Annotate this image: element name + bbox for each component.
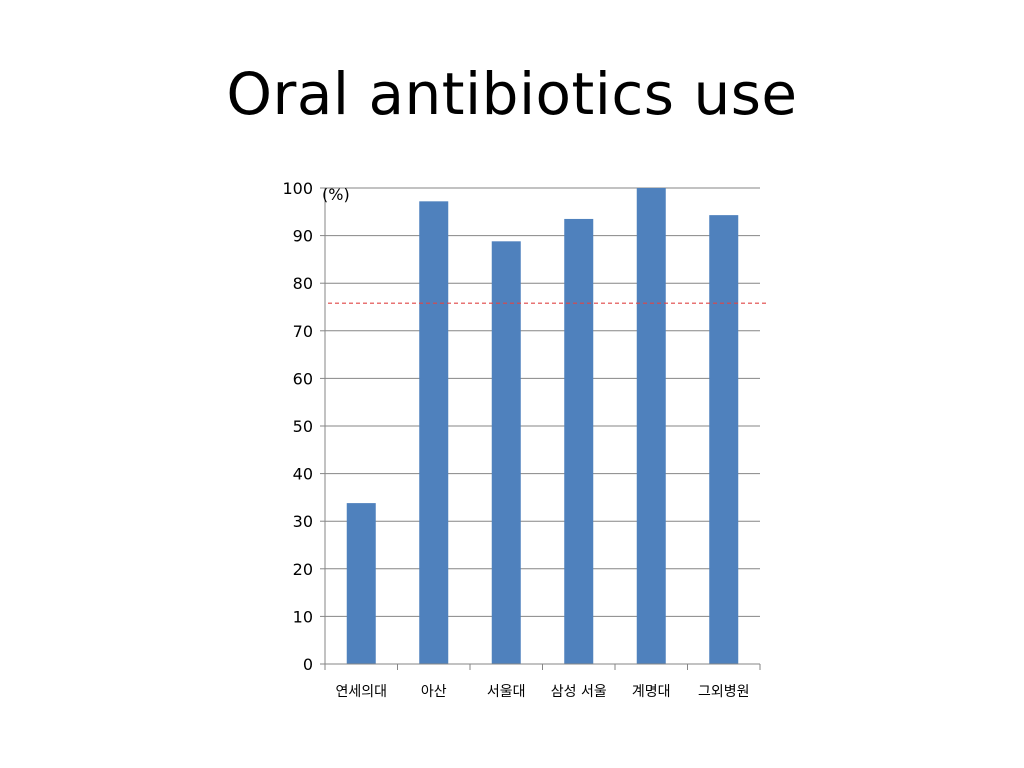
- y-tick-label: 10: [293, 607, 313, 626]
- y-tick-label: 80: [293, 274, 313, 293]
- x-category-label: 연세의대: [335, 684, 387, 700]
- x-category-label: 서울대: [487, 684, 526, 700]
- bar-1: [346, 503, 376, 664]
- y-tick-label: 60: [293, 369, 313, 388]
- x-category-label: 계명대: [632, 684, 671, 700]
- y-tick-label: 70: [293, 322, 313, 341]
- bar-2: [419, 201, 449, 664]
- y-tick-label: 0: [303, 655, 313, 674]
- labels: 0 10 20 30 40 50 60 70 80 90 100 연세의대 아산 서울대 삼성 서울 계명대 그…: [282, 179, 749, 700]
- bar-3: [491, 241, 521, 664]
- bar-5: [636, 188, 666, 664]
- y-tick-label: 30: [293, 512, 313, 531]
- x-category-label: 그외병원: [698, 684, 750, 700]
- x-category-label: 삼성 서울: [551, 684, 607, 700]
- y-tick-label: 20: [293, 560, 313, 579]
- axes: [320, 187, 768, 670]
- y-tick-label: 100: [282, 179, 313, 198]
- slide-title: Oral antibiotics use: [226, 60, 798, 128]
- gridlines: [325, 187, 760, 617]
- y-tick-label: 40: [293, 465, 313, 484]
- y-axis-unit-label: (%): [322, 185, 350, 204]
- x-category-label: 아산: [421, 684, 447, 700]
- y-tick-label: 90: [293, 227, 313, 246]
- bar-6: [709, 215, 739, 664]
- bar-4: [564, 218, 594, 664]
- y-tick-label: 50: [293, 417, 313, 436]
- bars: [346, 188, 739, 664]
